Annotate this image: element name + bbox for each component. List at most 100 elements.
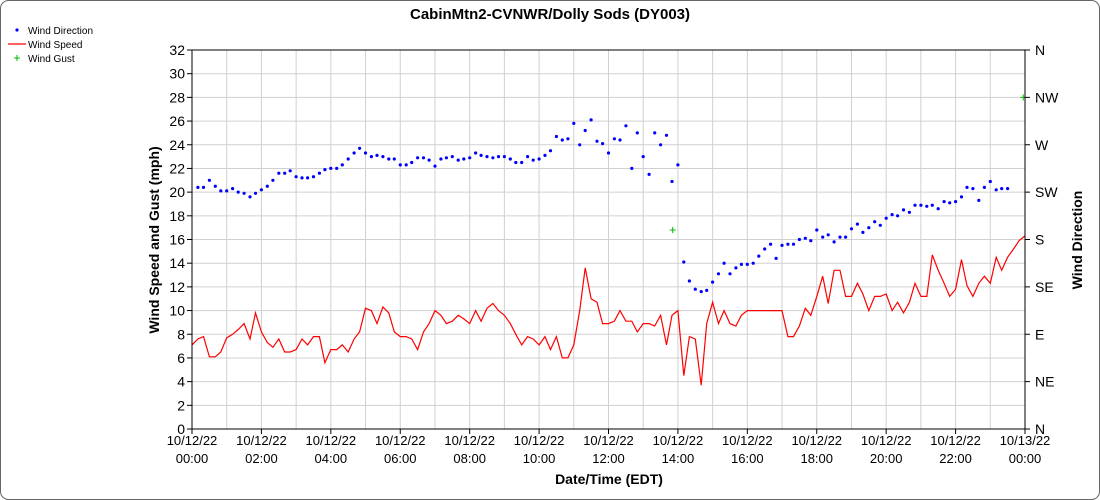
wind-direction-point	[890, 213, 894, 217]
wind-direction-point	[236, 190, 240, 194]
wind-direction-point	[589, 118, 593, 122]
wind-direction-point	[543, 153, 547, 157]
wind-direction-point	[659, 143, 663, 147]
wind-direction-point	[791, 242, 796, 246]
x-tick-time: 14:00	[662, 451, 695, 466]
x-tick-date: 10/12/22	[861, 433, 912, 448]
y-axis-label: Wind Speed and Gust (mph)	[146, 146, 162, 333]
y2-tick-label: SW	[1035, 184, 1058, 200]
wind-direction-point	[340, 163, 344, 167]
wind-direction-point	[739, 262, 744, 266]
y2-tick-label: W	[1035, 137, 1049, 153]
wind-direction-point	[595, 139, 599, 143]
wind-direction-point	[913, 203, 917, 207]
y2-axis-ticks: N NE E SE S SW W NW N	[1025, 42, 1059, 437]
wind-direction-point	[618, 138, 622, 142]
wind-direction-point	[404, 163, 408, 167]
wind-gust-point	[1020, 94, 1025, 101]
wind-direction-point	[554, 134, 559, 139]
wind-direction-point	[526, 155, 530, 159]
wind-direction-point	[259, 188, 263, 192]
y2-tick-label: E	[1035, 326, 1044, 342]
wind-direction-point	[647, 172, 651, 176]
wind-direction-point	[826, 233, 830, 237]
chart-title: CabinMtn2-CVNWR/Dolly Sods (DY003)	[410, 6, 690, 23]
wind-direction-point	[207, 178, 211, 182]
wind-direction-point	[560, 138, 564, 142]
y2-axis-label: Wind Direction	[1069, 191, 1085, 290]
legend-item: Wind Direction	[15, 26, 93, 37]
legend-plus-icon	[14, 55, 20, 61]
legend-dot-icon	[15, 28, 19, 32]
series-layer	[192, 94, 1025, 386]
wind-direction-point	[508, 157, 512, 161]
wind-direction-point	[416, 156, 420, 160]
wind-direction-point	[624, 124, 628, 128]
wind-direction-point	[317, 171, 321, 175]
y-tick-label: 28	[169, 89, 185, 105]
y-tick-label: 10	[169, 303, 185, 319]
wind-direction-point	[797, 237, 802, 242]
wind-direction-point	[352, 151, 356, 155]
wind-direction-point	[572, 121, 576, 125]
wind-direction-point	[971, 187, 975, 191]
wind-direction-point	[335, 166, 339, 170]
legend-item: Wind Speed	[8, 40, 82, 51]
wind-direction-point	[630, 166, 634, 170]
wind-direction-point	[705, 288, 709, 292]
wind-direction-point	[358, 146, 362, 150]
x-tick-time: 22:00	[939, 451, 972, 466]
wind-direction-point	[271, 178, 275, 182]
wind-direction-point	[392, 157, 396, 161]
legend-label: Wind Speed	[28, 40, 82, 51]
wind-direction-point	[537, 157, 541, 161]
wind-direction-point	[531, 158, 535, 162]
wind-direction-point	[548, 149, 553, 153]
x-tick-date: 10/12/22	[514, 433, 565, 448]
y-tick-label: 24	[169, 137, 185, 153]
wind-direction-point	[231, 187, 235, 191]
legend-label: Wind Direction	[28, 26, 93, 37]
wind-direction-point	[433, 164, 437, 168]
wind-direction-point	[780, 243, 784, 247]
wind-direction-point	[242, 191, 246, 195]
x-tick-date: 10/12/22	[444, 433, 495, 448]
wind-direction-point	[896, 214, 900, 218]
wind-direction-point	[682, 260, 686, 264]
x-tick-time: 20:00	[870, 451, 903, 466]
wind-direction-point	[225, 189, 229, 193]
y-tick-label: 32	[169, 42, 185, 58]
wind-direction-point	[901, 208, 906, 212]
x-tick-date: 10/12/22	[791, 433, 842, 448]
wind-direction-point	[479, 153, 483, 157]
wind-direction-point	[410, 160, 414, 165]
wind-direction-point	[745, 262, 749, 266]
wind-direction-point	[219, 189, 223, 193]
x-axis-ticks: 10/12/22 00:00 10/12/22 02:00 10/12/22 04:00 1…	[167, 429, 1050, 466]
y-tick-label: 14	[169, 255, 185, 271]
wind-direction-point	[907, 210, 912, 214]
y-tick-label: 16	[169, 232, 185, 248]
wind-direction-point	[734, 266, 738, 270]
x-tick-time: 06:00	[384, 451, 417, 466]
wind-direction-point	[606, 151, 611, 155]
x-tick-date: 10/12/22	[167, 433, 218, 448]
wind-direction-point	[468, 156, 472, 160]
y-tick-label: 18	[169, 208, 185, 224]
wind-direction-point	[520, 160, 524, 165]
wind-direction-point	[774, 256, 778, 260]
x-tick-date: 10/12/22	[236, 433, 287, 448]
wind-direction-point	[381, 155, 385, 159]
wind-speed-line	[192, 234, 1025, 386]
wind-direction-point	[786, 242, 790, 246]
x-tick-time: 18:00	[800, 451, 833, 466]
legend-item: Wind Gust	[14, 54, 75, 65]
wind-direction-point	[496, 155, 501, 159]
wind-direction-point	[884, 216, 888, 220]
wind-direction-point	[578, 143, 582, 147]
x-tick-time: 16:00	[731, 451, 764, 466]
wind-direction-point	[277, 171, 281, 175]
wind-direction-point	[288, 169, 292, 173]
wind-direction-point	[641, 155, 645, 159]
